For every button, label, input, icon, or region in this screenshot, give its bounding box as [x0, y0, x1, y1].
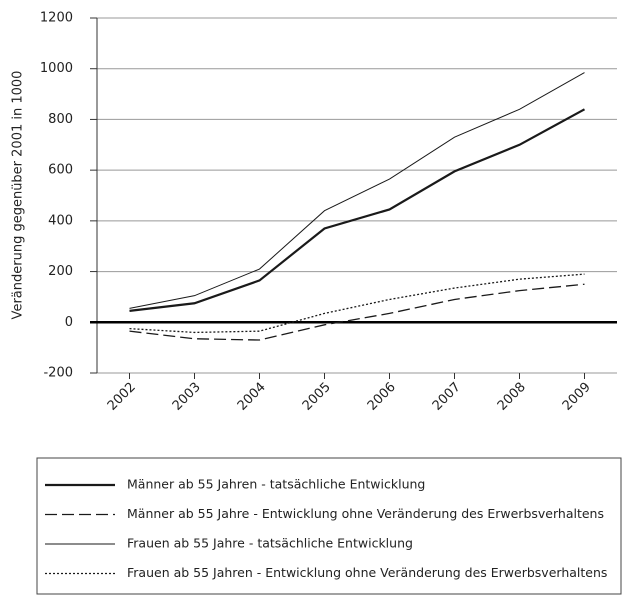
y-tick-label: -200 — [43, 366, 73, 381]
legend-label: Männer ab 55 Jahren - tatsächliche Entwi… — [127, 477, 425, 492]
y-tick-label: 200 — [48, 264, 73, 279]
legend-label: Frauen ab 55 Jahren - Entwicklung ohne V… — [127, 565, 607, 580]
y-axis-label: Veränderung gegenüber 2001 in 1000 — [11, 71, 26, 320]
series-line — [129, 283, 585, 341]
x-tick-label: 2006 — [365, 380, 399, 414]
y-tick-label: 400 — [48, 213, 73, 228]
x-tick-label: 2005 — [300, 380, 334, 414]
x-tick-label: 2009 — [560, 380, 594, 414]
x-tick-label: 2004 — [235, 380, 269, 414]
y-tick-label: 1000 — [40, 61, 73, 76]
x-tick-label: 2003 — [170, 380, 204, 414]
x-tick-label: 2007 — [430, 380, 464, 414]
series-line — [129, 273, 585, 334]
y-tick-label: 0 — [65, 315, 73, 330]
y-tick-label: 800 — [48, 112, 73, 127]
legend-box — [36, 457, 622, 595]
legend-label: Frauen ab 55 Jahre - tatsächliche Entwic… — [127, 536, 413, 551]
x-tick-label: 2002 — [105, 380, 139, 414]
y-tick-label: 1200 — [40, 11, 73, 26]
x-tick-label: 2008 — [495, 380, 529, 414]
series-line — [129, 108, 586, 312]
legend-label: Männer ab 55 Jahre - Entwicklung ohne Ve… — [127, 506, 604, 521]
series-line — [129, 72, 585, 309]
y-tick-label: 600 — [48, 163, 73, 178]
